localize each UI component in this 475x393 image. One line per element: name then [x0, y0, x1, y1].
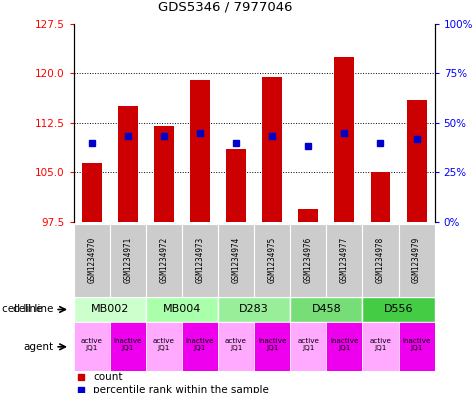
Text: active
JQ1: active JQ1	[81, 338, 103, 351]
Bar	[290, 224, 326, 297]
Bar	[362, 322, 399, 371]
Text: inactive
JQ1: inactive JQ1	[330, 338, 359, 351]
Text: D283: D283	[239, 305, 269, 314]
Text: active
JQ1: active JQ1	[225, 338, 247, 351]
Bar	[182, 224, 218, 297]
Text: inactive
JQ1: inactive JQ1	[402, 338, 431, 351]
Bar	[190, 80, 210, 222]
Text: active
JQ1: active JQ1	[153, 338, 175, 351]
Text: D458: D458	[312, 305, 341, 314]
Text: count: count	[94, 372, 123, 382]
Bar	[290, 297, 362, 322]
Text: inactive
JQ1: inactive JQ1	[186, 338, 214, 351]
Bar	[326, 322, 362, 371]
Text: inactive
JQ1: inactive JQ1	[114, 338, 142, 351]
Bar	[399, 322, 435, 371]
Text: active
JQ1: active JQ1	[297, 338, 319, 351]
Bar	[146, 297, 218, 322]
Bar	[146, 224, 182, 297]
Bar	[254, 224, 290, 297]
Bar	[399, 224, 435, 297]
Text: GSM1234972: GSM1234972	[160, 237, 168, 283]
Text: GSM1234973: GSM1234973	[196, 237, 204, 283]
Bar	[362, 297, 435, 322]
Text: GDS5346 / 7977046: GDS5346 / 7977046	[158, 1, 293, 14]
Text: cell line: cell line	[2, 305, 43, 314]
Bar	[254, 322, 290, 371]
Text: cell line: cell line	[13, 305, 53, 314]
Bar	[226, 149, 246, 222]
Bar	[154, 126, 174, 222]
Bar	[218, 297, 290, 322]
Bar	[298, 209, 318, 222]
Bar	[110, 224, 146, 297]
Bar	[74, 297, 146, 322]
Text: MB004: MB004	[163, 305, 201, 314]
Text: GSM1234971: GSM1234971	[124, 237, 132, 283]
Bar	[334, 57, 354, 222]
Text: percentile rank within the sample: percentile rank within the sample	[94, 385, 269, 393]
Text: GSM1234975: GSM1234975	[268, 237, 276, 283]
Bar	[146, 322, 182, 371]
Text: agent: agent	[23, 342, 53, 352]
Text: GSM1234978: GSM1234978	[376, 237, 385, 283]
Text: GSM1234970: GSM1234970	[87, 237, 96, 283]
Bar	[262, 77, 282, 222]
Text: D556: D556	[384, 305, 413, 314]
Bar	[118, 106, 138, 222]
Bar	[407, 100, 427, 222]
Text: GSM1234974: GSM1234974	[232, 237, 240, 283]
Text: GSM1234977: GSM1234977	[340, 237, 349, 283]
Bar	[218, 322, 254, 371]
Text: active
JQ1: active JQ1	[370, 338, 391, 351]
Bar	[82, 162, 102, 222]
Bar	[290, 322, 326, 371]
Bar	[370, 173, 390, 222]
Bar	[326, 224, 362, 297]
Bar	[218, 224, 254, 297]
Bar	[74, 224, 110, 297]
Text: inactive
JQ1: inactive JQ1	[258, 338, 286, 351]
Text: GSM1234976: GSM1234976	[304, 237, 313, 283]
Bar	[74, 322, 110, 371]
Bar	[182, 322, 218, 371]
Text: MB002: MB002	[91, 305, 129, 314]
Bar	[110, 322, 146, 371]
Bar	[362, 224, 399, 297]
Text: GSM1234979: GSM1234979	[412, 237, 421, 283]
